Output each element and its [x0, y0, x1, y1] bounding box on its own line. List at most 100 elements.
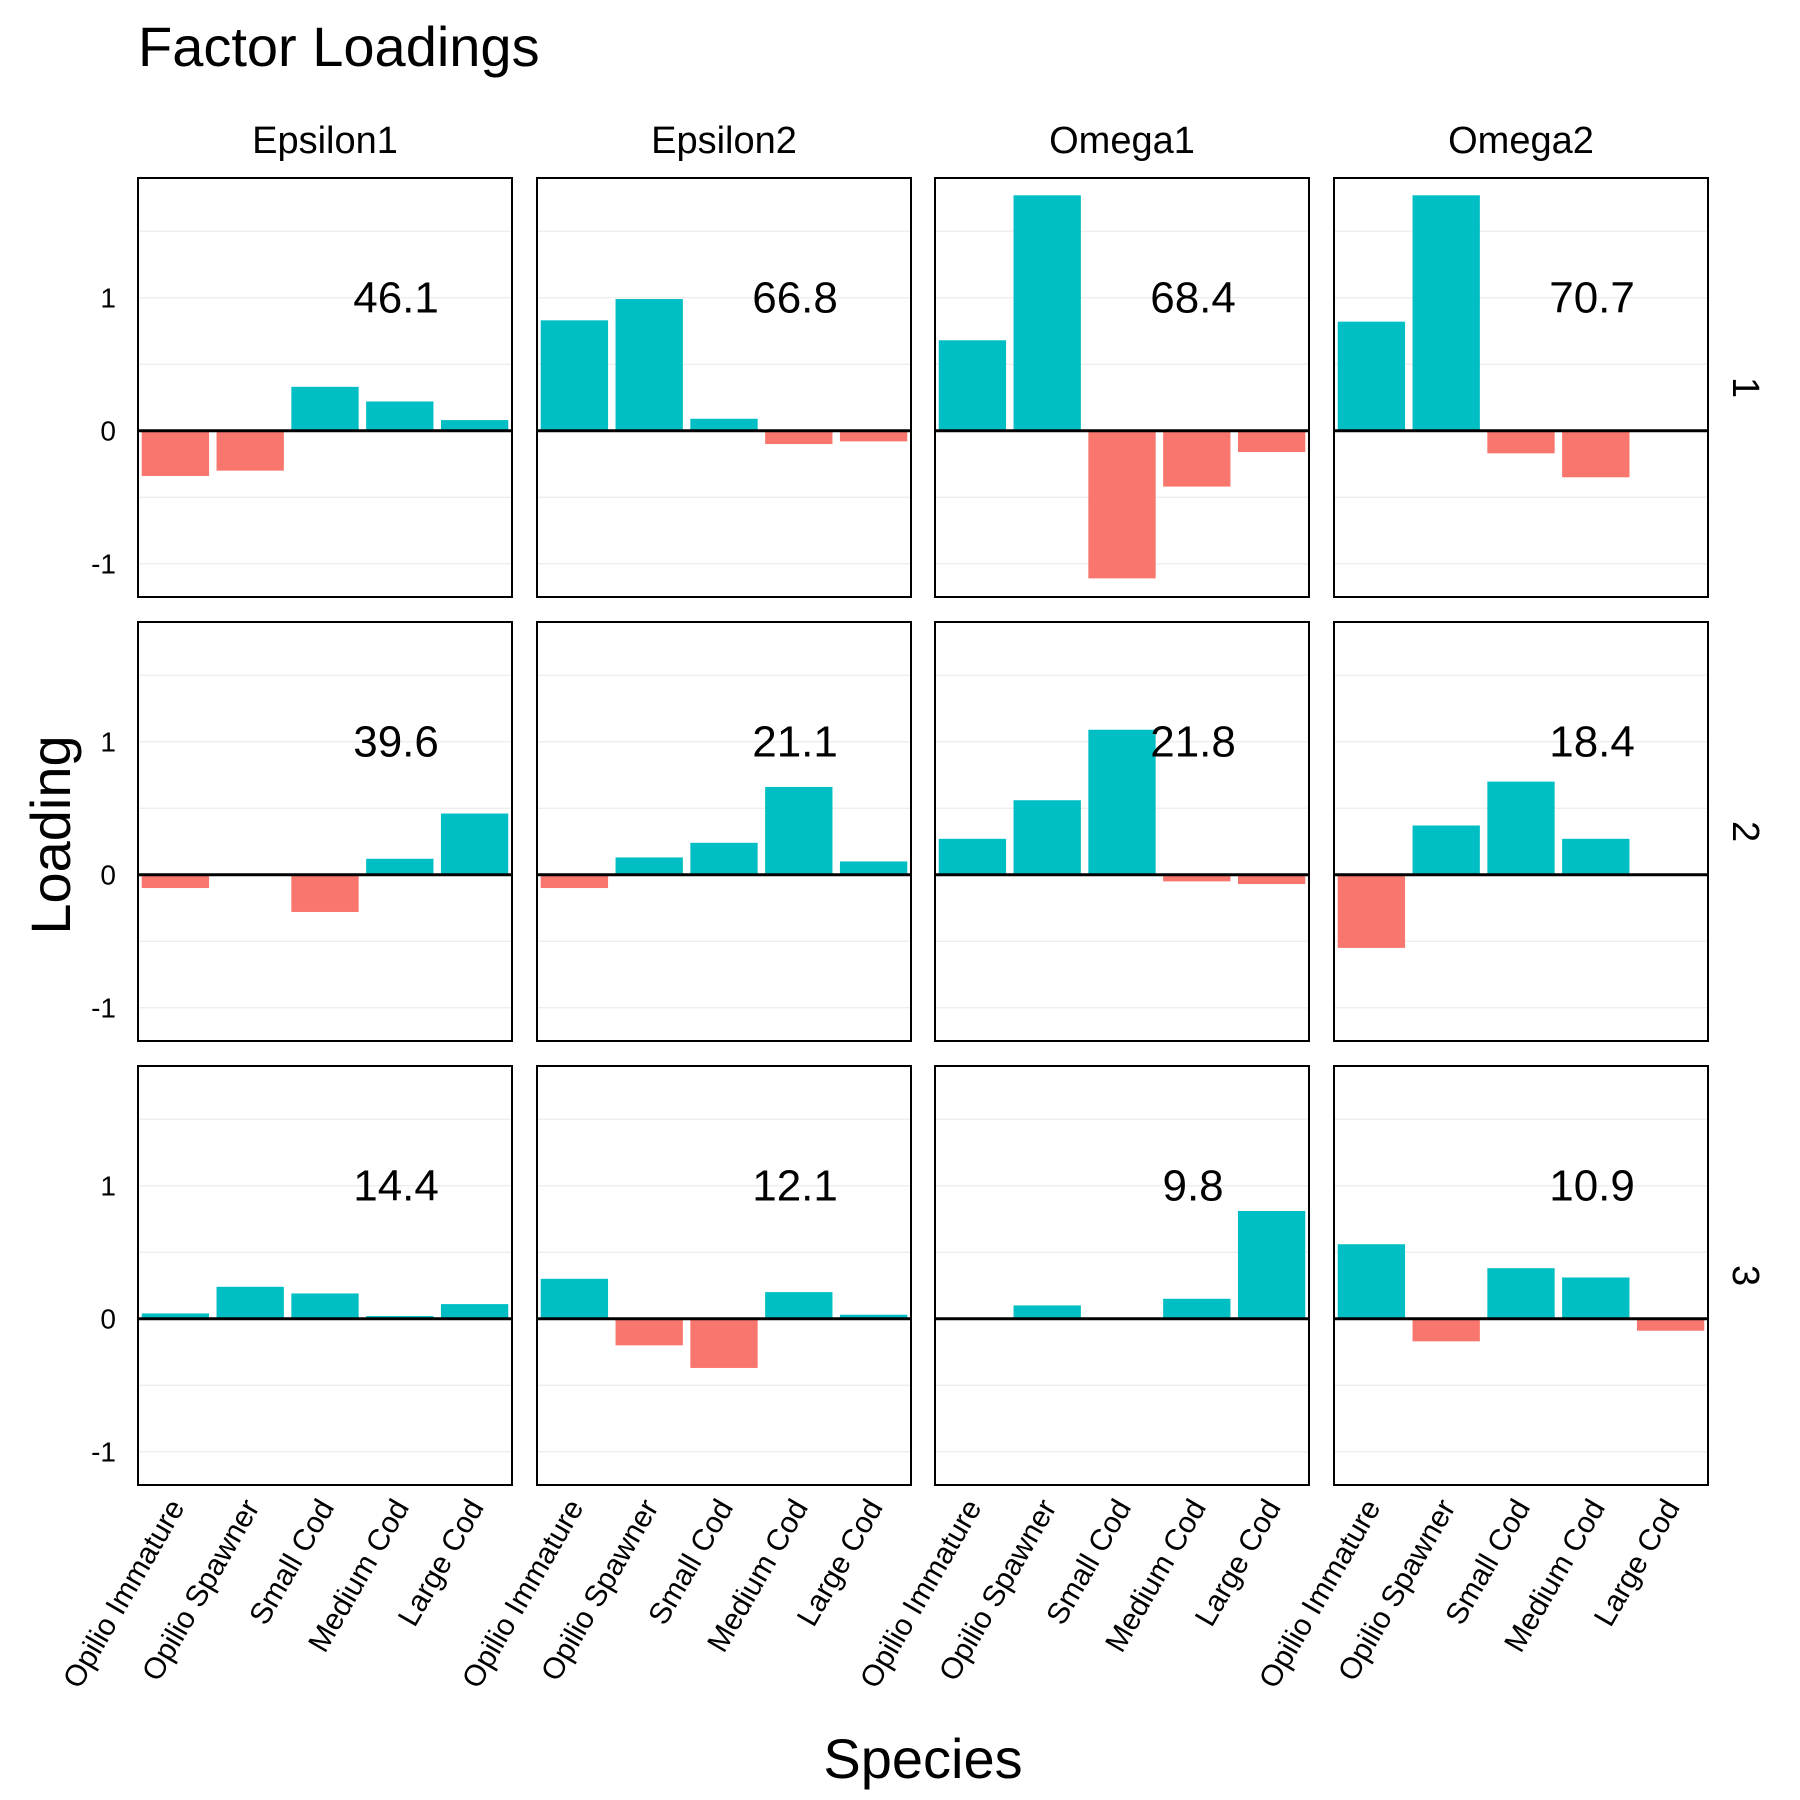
bar — [291, 874, 359, 912]
bar — [615, 857, 683, 875]
bar — [1237, 1210, 1306, 1319]
row-strip-label: 2 — [1724, 821, 1766, 842]
variance-label: 68.4 — [1150, 274, 1236, 323]
bar — [765, 786, 833, 875]
facet-panel: 39.6 — [137, 621, 513, 1042]
bar — [1337, 1244, 1406, 1319]
variance-label: 18.4 — [1549, 718, 1635, 767]
bar — [291, 1293, 359, 1319]
panel-border — [1333, 1065, 1709, 1486]
column-strip-label: Omega1 — [1049, 120, 1195, 162]
bar — [938, 838, 1007, 875]
bar — [1163, 1298, 1231, 1319]
bar — [1412, 1318, 1480, 1342]
facet-panel: 9.8 — [934, 1065, 1310, 1486]
bar — [1412, 825, 1480, 875]
bar — [366, 401, 434, 431]
bar — [1088, 430, 1156, 579]
bar — [216, 1286, 284, 1319]
panel-border — [137, 177, 513, 598]
facet-panel: 14.4 — [137, 1065, 513, 1486]
panel-border — [536, 621, 912, 1042]
bar — [540, 320, 609, 431]
y-tick-label: 1 — [100, 283, 116, 314]
variance-label: 10.9 — [1549, 1162, 1635, 1211]
facet-panel: 18.4 — [1333, 621, 1709, 1042]
bar — [440, 1304, 509, 1319]
bar — [1487, 430, 1555, 454]
y-tick-label: -1 — [91, 549, 116, 580]
row-strip-label: 1 — [1724, 377, 1766, 398]
bar — [690, 842, 758, 875]
bar — [839, 1314, 908, 1319]
bar — [615, 1318, 683, 1346]
bar — [216, 430, 284, 471]
facet-panel: 12.1 — [536, 1065, 912, 1486]
panel-border — [934, 621, 1310, 1042]
bar — [1487, 1268, 1555, 1319]
panel-border — [536, 1065, 912, 1486]
variance-label: 12.1 — [752, 1162, 838, 1211]
bar — [765, 1292, 833, 1319]
row-strip-label: 3 — [1724, 1265, 1766, 1286]
panel-border — [934, 1065, 1310, 1486]
variance-label: 21.1 — [752, 718, 838, 767]
bar — [839, 861, 908, 875]
bar — [839, 430, 908, 442]
bar — [291, 386, 359, 431]
y-tick-label: 0 — [100, 416, 116, 447]
facet-panel: 46.1 — [137, 177, 513, 598]
bar — [1013, 800, 1081, 875]
panel-border — [934, 177, 1310, 598]
bar — [1163, 874, 1231, 882]
bar — [1337, 321, 1406, 431]
bar — [440, 813, 509, 875]
panel-border — [536, 177, 912, 598]
y-tick-label: 0 — [100, 1304, 116, 1335]
y-tick-label: 0 — [100, 860, 116, 891]
bar — [141, 1313, 210, 1319]
bar — [690, 1318, 758, 1368]
facet-panels: Epsilon1 Epsilon2 Omega1 Omega2 1 2 3 -1 0 1 -1 0 1 -… — [57, 120, 1766, 1694]
bar — [1487, 781, 1555, 875]
y-tick-label: -1 — [91, 1437, 116, 1468]
variance-label: 39.6 — [353, 718, 439, 767]
facet-panel: 10.9 — [1333, 1065, 1709, 1486]
bar — [615, 299, 683, 431]
y-tick-label: -1 — [91, 993, 116, 1024]
bar — [1013, 195, 1081, 431]
bar — [1412, 195, 1480, 431]
column-strip-label: Omega2 — [1448, 120, 1594, 162]
y-tick-label: 1 — [100, 727, 116, 758]
bar — [938, 340, 1007, 431]
bar — [1237, 874, 1306, 885]
bar — [440, 420, 509, 431]
bar — [540, 874, 609, 889]
bar — [1088, 729, 1156, 875]
bar — [1337, 874, 1406, 948]
bar — [1562, 430, 1630, 478]
bar — [141, 430, 210, 476]
bar — [1562, 838, 1630, 875]
y-axis-title: Loading — [19, 735, 82, 934]
bar — [1237, 430, 1306, 453]
column-strip-label: Epsilon1 — [252, 120, 398, 162]
variance-label: 70.7 — [1549, 274, 1635, 323]
facet-panel: 68.4 — [934, 177, 1310, 598]
bar — [1013, 1305, 1081, 1319]
variance-label: 21.8 — [1150, 718, 1236, 767]
bar — [540, 1278, 609, 1319]
x-axis-title: Species — [823, 1727, 1022, 1790]
panel-border — [1333, 177, 1709, 598]
bar — [1163, 430, 1231, 487]
y-tick-label: 1 — [100, 1171, 116, 1202]
column-strip-label: Epsilon2 — [651, 120, 797, 162]
variance-label: 9.8 — [1162, 1162, 1223, 1211]
panel-border — [137, 621, 513, 1042]
panel-border — [137, 1065, 513, 1486]
variance-label: 14.4 — [353, 1162, 439, 1211]
facet-panel: 66.8 — [536, 177, 912, 598]
variance-label: 46.1 — [353, 274, 439, 323]
bar — [366, 858, 434, 875]
